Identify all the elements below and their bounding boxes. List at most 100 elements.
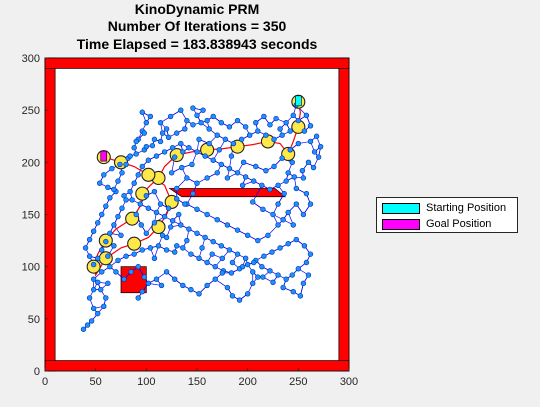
roadmap-node	[307, 201, 314, 207]
roadmap-node	[189, 161, 195, 168]
roadmap-node	[103, 295, 109, 301]
roadmap-node	[180, 245, 186, 251]
roadmap-node	[194, 230, 200, 236]
roadmap-node	[151, 255, 158, 262]
roadmap-node	[135, 172, 141, 178]
roadmap-node	[194, 180, 200, 186]
roadmap-node	[127, 188, 133, 195]
roadmap-node	[94, 310, 101, 317]
roadmap-node	[251, 178, 257, 184]
roadmap-node	[295, 266, 302, 272]
roadmap-node	[218, 161, 225, 168]
roadmap-node	[200, 107, 206, 113]
roadmap-node	[305, 272, 312, 278]
roadmap-node	[210, 157, 216, 163]
roadmap-node	[214, 170, 220, 176]
roadmap-node	[123, 161, 129, 168]
roadmap-node	[196, 291, 202, 297]
roadmap-node	[143, 230, 150, 236]
roadmap-node	[90, 276, 97, 282]
roadmap-node	[163, 247, 170, 253]
roadmap-node	[269, 249, 275, 255]
roadmap-node	[139, 109, 145, 115]
obstacle-5	[168, 188, 287, 198]
x-tick-label: 0	[42, 376, 48, 388]
roadmap-node	[300, 175, 307, 181]
roadmap-node	[280, 284, 286, 291]
roadmap-node	[234, 227, 241, 233]
legend-entry-goal: Goal Position	[382, 217, 491, 231]
roadmap-node	[127, 153, 133, 159]
roadmap-node	[115, 178, 121, 184]
roadmap-node	[141, 130, 148, 136]
x-tick-label: 200	[238, 376, 256, 388]
roadmap-node	[281, 190, 287, 197]
y-tick-label: 0	[34, 366, 40, 378]
legend-swatch-goal	[382, 218, 420, 230]
roadmap-node	[214, 217, 220, 223]
roadmap-node	[182, 126, 188, 132]
roadmap-node	[174, 243, 180, 249]
roadmap-node	[139, 247, 145, 253]
roadmap-node	[107, 230, 113, 236]
legend-swatch-start	[382, 202, 420, 214]
roadmap-node	[111, 243, 117, 249]
axis-ticks: 0 50 100 150 200 250 300 0 50 100 150 200 250 300	[22, 53, 359, 388]
roadmap-node	[190, 105, 196, 111]
roadmap-node	[179, 164, 185, 171]
roadmap-node	[206, 140, 212, 147]
roadmap-node	[180, 282, 186, 289]
nodes-layer	[80, 102, 324, 332]
roadmap-node	[188, 286, 194, 293]
roadmap-node	[174, 130, 180, 136]
roadmap-node	[290, 112, 296, 119]
roadmap-node	[226, 165, 233, 172]
roadmap-node	[239, 182, 246, 188]
roadmap-node	[259, 182, 265, 188]
roadmap-node	[240, 159, 247, 166]
roadmap-node	[244, 232, 251, 239]
roadmap-node	[196, 136, 202, 143]
roadmap-node	[204, 282, 210, 289]
x-tick-label: 300	[340, 376, 358, 388]
roadmap-node	[174, 185, 180, 192]
roadmap-node	[271, 163, 277, 170]
roadmap-node	[178, 222, 184, 228]
roadmap-node	[239, 263, 246, 270]
roadmap-node	[107, 195, 113, 201]
roadmap-node	[157, 138, 164, 145]
roadmap-node	[167, 224, 174, 230]
roadmap-node	[184, 175, 190, 181]
roadmap-node	[291, 174, 297, 180]
roadmap-node	[267, 186, 273, 193]
roadmap-node	[131, 145, 137, 151]
roadmap-node	[145, 280, 152, 287]
roadmap-node	[147, 245, 154, 251]
roadmap-node	[194, 206, 200, 212]
obstacle-3	[44, 57, 350, 69]
roadmap-node	[135, 295, 141, 301]
roadmap-node	[99, 211, 105, 218]
roadmap-node	[250, 199, 256, 205]
roadmap-node	[119, 170, 125, 176]
roadmap-node	[121, 276, 127, 282]
roadmap-node	[317, 143, 324, 150]
roadmap-node	[198, 119, 204, 126]
roadmap-node	[98, 286, 104, 293]
roadmap-node	[165, 205, 172, 211]
roadmap-node	[202, 153, 208, 159]
roadmap-node	[88, 318, 95, 324]
roadmap-node	[285, 241, 291, 247]
roadmap-node	[107, 263, 113, 270]
roadmap-node	[153, 209, 160, 216]
roadmap-node	[250, 269, 256, 275]
roadmap-node	[172, 154, 178, 160]
roadmap-node	[271, 136, 277, 143]
roadmap-node	[267, 268, 273, 274]
roadmap-node	[283, 119, 289, 126]
roadmap-node	[180, 149, 186, 155]
y-tick-label: 50	[28, 314, 40, 326]
roadmap-node	[174, 196, 180, 202]
roadmap-node	[204, 175, 210, 181]
